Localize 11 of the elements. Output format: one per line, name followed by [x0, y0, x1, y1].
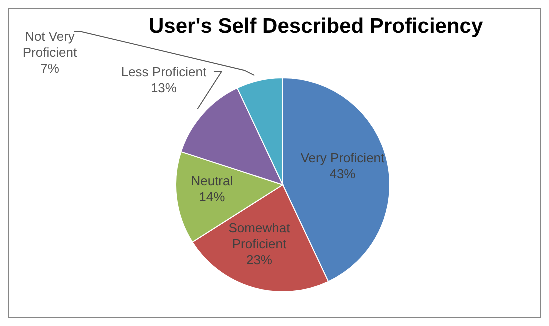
data-label: 23% [246, 252, 273, 268]
slice-label: Neutral [191, 172, 234, 188]
data-label: 43% [330, 166, 356, 182]
data-label: 14% [199, 188, 226, 204]
slice-label: Very Proficient [300, 150, 386, 166]
slice-label: Less Proficient [121, 64, 207, 79]
slice-label: Not Very Proficient [22, 28, 78, 60]
data-label: 7% [40, 60, 60, 76]
slice-label: Somewhat Proficient [228, 220, 291, 252]
data-label: 13% [150, 80, 178, 95]
chart-title: User's Self Described Proficiency [149, 15, 484, 39]
